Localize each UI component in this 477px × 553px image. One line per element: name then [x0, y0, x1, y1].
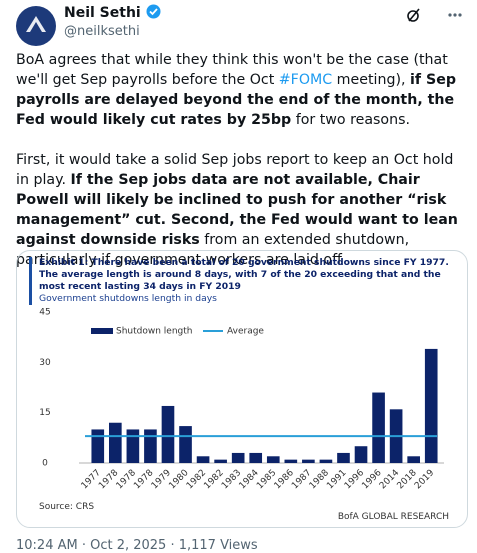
bar: [354, 446, 368, 463]
bar: [91, 429, 105, 463]
chart-card[interactable]: 0 15 30 45 1977 1978 1978 1978 1979 1980 1982 1982 1…: [16, 250, 468, 528]
bar: [231, 452, 245, 463]
text: BoA agrees that while they think this wo…: [16, 52, 448, 88]
bar: [372, 392, 385, 463]
y-tick-label: 45: [39, 308, 50, 318]
text: for two reasons.: [291, 112, 410, 128]
chart-source: Source: CRS: [39, 502, 94, 512]
text: meeting),: [332, 72, 411, 88]
header-icons: [407, 8, 462, 22]
paragraph: First, it would take a solid Sep jobs re…: [16, 150, 461, 270]
legend-label: Shutdown length: [116, 327, 192, 337]
bar: [179, 426, 192, 463]
legend-label: Average: [227, 327, 264, 337]
hashtag[interactable]: #FOMC: [278, 72, 333, 88]
chart-title-block: Exhibit 1: There have been a total of 20…: [29, 257, 464, 305]
bar: [126, 429, 140, 463]
chart-credit: BofA GLOBAL RESEARCH: [338, 512, 449, 522]
display-name[interactable]: Neil Sethi: [64, 4, 161, 21]
text: from an extended shutdown, particularly …: [16, 232, 410, 268]
text: First, it would take a solid Sep jobs re…: [16, 152, 454, 188]
verified-badge: [146, 4, 161, 19]
x-tick-label: 2019: [413, 468, 436, 491]
bar: [266, 456, 280, 463]
y-tick-label: 0: [42, 459, 48, 469]
legend-swatch: [91, 328, 113, 334]
bar: [407, 456, 420, 463]
bar: [249, 452, 263, 463]
handle[interactable]: @neilksethi: [64, 24, 140, 39]
chart-subtitle: Government shutdowns length in days: [39, 293, 217, 304]
timestamp[interactable]: 10:24 AM · Oct 2, 2025 · 1,117 Views: [16, 538, 258, 553]
avatar-logo: [26, 16, 46, 32]
y-tick-label: 30: [39, 358, 51, 368]
bar: [319, 459, 333, 463]
avatar[interactable]: [16, 6, 56, 46]
more-button[interactable]: [448, 13, 462, 17]
bar: [302, 459, 315, 463]
paragraph: BoA agrees that while they think this wo…: [16, 50, 461, 130]
bar: [109, 422, 122, 463]
bar: [214, 459, 227, 463]
chart-title: Exhibit 1: There have been a total of 20…: [39, 257, 449, 292]
bar: [144, 429, 157, 463]
bar: [284, 459, 298, 463]
bar: [196, 456, 210, 463]
bold-text: if Sep payrolls are delayed beyond the e…: [16, 72, 456, 128]
name-text[interactable]: Neil Sethi: [64, 5, 141, 21]
tweet-text: BoA agrees that while they think this wo…: [16, 50, 461, 290]
bar: [161, 405, 175, 463]
chart: 0153045197719781978197819791980198219821…: [39, 308, 449, 523]
bar: [337, 452, 350, 463]
y-tick-label: 15: [39, 408, 50, 418]
bold-text: If the Sep jobs data are not available, …: [16, 172, 458, 248]
bar: [424, 348, 438, 463]
grok-icon[interactable]: [407, 8, 420, 22]
